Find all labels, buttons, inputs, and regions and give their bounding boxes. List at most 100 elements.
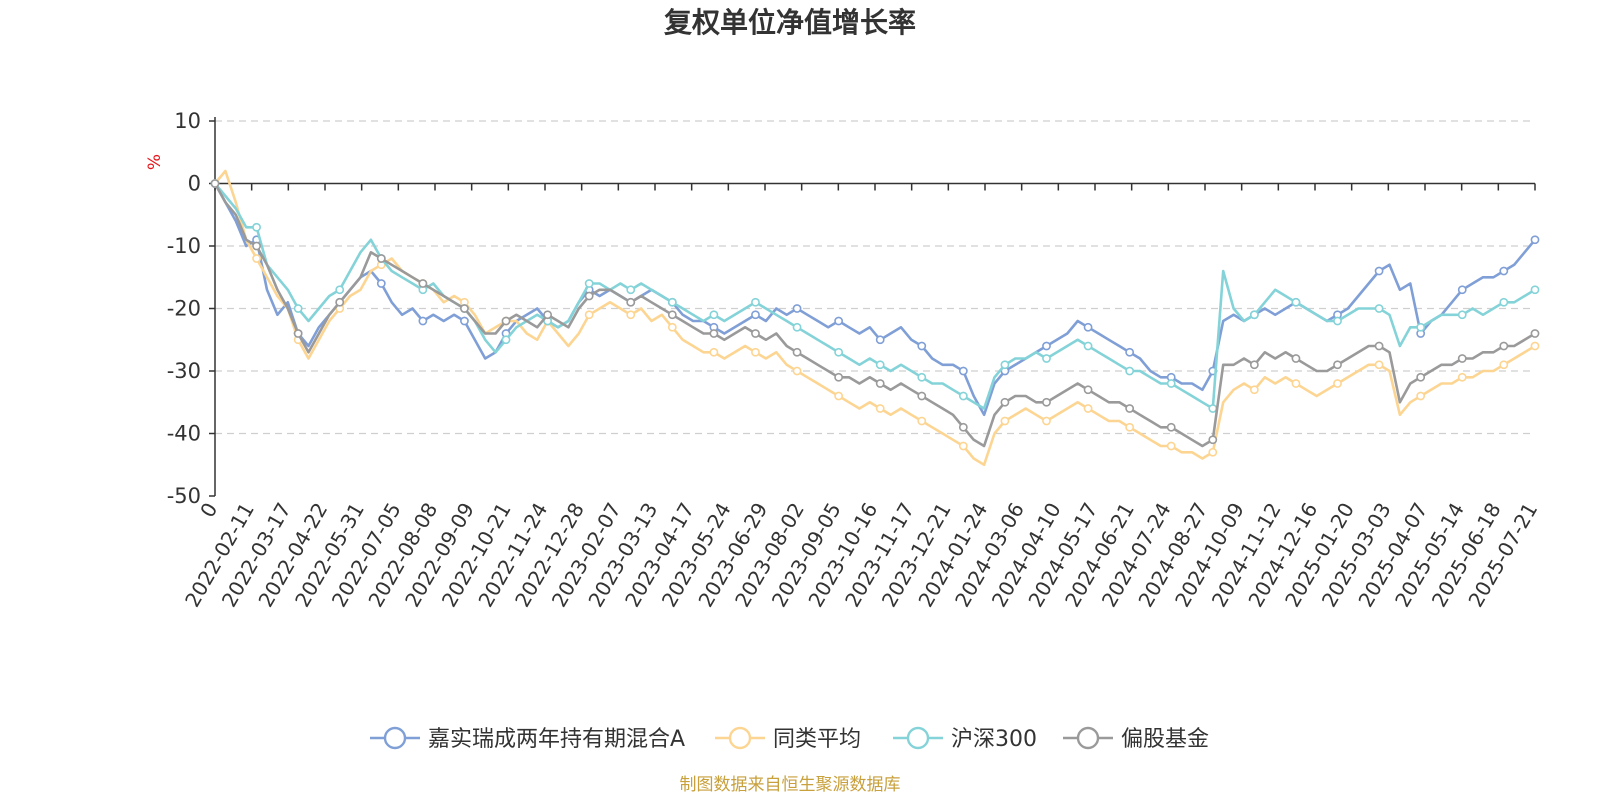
legend-marker-0	[383, 726, 407, 750]
series-point-3	[1291, 354, 1301, 363]
series-point-3	[1042, 397, 1051, 407]
series-point-3	[1208, 435, 1218, 445]
legend-label-1: 同类平均	[773, 727, 861, 752]
series-point-1	[709, 347, 719, 357]
series-point-1	[1083, 404, 1093, 413]
series-point-2	[958, 391, 968, 401]
series-point-2	[875, 360, 885, 370]
series-point-1	[792, 366, 802, 376]
series-point-1	[1457, 372, 1467, 382]
series-point-2	[335, 285, 345, 295]
series-line-3	[213, 182, 1537, 448]
series-point-0	[1499, 266, 1509, 276]
series-point-3	[1083, 385, 1093, 395]
series-point-3	[1333, 360, 1342, 370]
series-point-1	[1530, 341, 1540, 351]
y-tick-label: -30	[167, 359, 201, 383]
series-point-0	[1374, 266, 1384, 276]
legend-label-3: 偏股基金	[1121, 727, 1209, 752]
series-point-2	[1457, 310, 1467, 320]
series-point-1	[1333, 379, 1342, 388]
series-point-1	[1374, 360, 1384, 370]
legend-marker-3	[1076, 726, 1100, 750]
series-point-1	[626, 310, 636, 320]
series-point-3	[1499, 341, 1509, 351]
grid-lines	[215, 120, 1535, 435]
series-point-3	[1166, 422, 1176, 432]
y-axis-ticks: 10 0 -10 -20 -30 -40 -50	[167, 109, 216, 508]
series-point-2	[1083, 341, 1093, 351]
series-point-2	[584, 279, 594, 288]
series-point-2	[293, 304, 303, 313]
series-point-1	[1166, 441, 1176, 451]
series-point-2	[1125, 366, 1135, 376]
series-point-1	[1000, 416, 1010, 426]
y-tick-label: -40	[167, 422, 201, 446]
series-point-1	[667, 322, 677, 332]
series-point-1	[1208, 447, 1218, 457]
y-tick-label: 10	[174, 109, 201, 133]
series-point-3	[667, 310, 677, 320]
series-point-0	[460, 316, 469, 326]
series-point-3	[834, 372, 844, 382]
series-point-1	[1125, 422, 1135, 432]
series-point-2	[1166, 379, 1176, 388]
series-point-2	[1042, 354, 1051, 363]
series-point-0	[1042, 341, 1051, 351]
series-point-3	[252, 241, 261, 251]
series-point-2	[792, 322, 802, 332]
y-axis-unit: %	[145, 154, 165, 170]
x-axis: 02022-02-112022-03-172022-04-222022-05-3…	[180, 182, 1542, 611]
series-point-3	[210, 179, 220, 188]
series-point-3	[1374, 341, 1384, 351]
series-point-2	[252, 222, 261, 232]
series-point-1	[834, 391, 844, 401]
series-point-3	[626, 297, 636, 307]
series-point-1	[252, 254, 261, 263]
series-point-2	[1499, 297, 1509, 307]
chart-title: 复权单位净值增长率	[664, 6, 916, 39]
series-point-0	[1457, 285, 1467, 295]
series-point-3	[1125, 404, 1135, 413]
series-point-2	[1291, 297, 1301, 307]
series-point-3	[335, 297, 345, 307]
series-point-3	[584, 291, 594, 301]
series-point-1	[1042, 416, 1051, 426]
series-point-3	[460, 304, 469, 313]
series-lines	[210, 169, 1540, 467]
series-point-0	[418, 316, 428, 326]
series-point-3	[418, 279, 428, 288]
series-point-3	[1249, 360, 1259, 370]
series-point-2	[1374, 304, 1384, 313]
series-point-2	[834, 347, 844, 357]
y-tick-label: -50	[167, 484, 201, 508]
series-point-2	[626, 285, 636, 295]
series-point-3	[792, 347, 802, 357]
series-point-1	[917, 416, 927, 426]
series-point-2	[667, 297, 677, 307]
series-point-3	[875, 379, 885, 388]
series-point-3	[1000, 397, 1010, 407]
series-point-1	[751, 347, 760, 357]
series-point-2	[1416, 322, 1426, 332]
legend-label-2: 沪深300	[951, 727, 1037, 752]
y-tick-label: -10	[167, 234, 201, 258]
series-point-2	[917, 372, 927, 382]
series-point-0	[1530, 235, 1540, 245]
y-tick-label: 0	[188, 172, 201, 196]
series-point-3	[543, 310, 552, 320]
series-point-3	[376, 254, 386, 263]
series-point-2	[1333, 316, 1342, 326]
series-point-3	[1530, 329, 1540, 338]
legend: 嘉实瑞成两年持有期混合A 同类平均 沪深300 偏股基金	[370, 726, 1209, 752]
legend-label-0: 嘉实瑞成两年持有期混合A	[428, 727, 685, 752]
series-point-0	[376, 279, 386, 288]
series-point-2	[1208, 404, 1218, 413]
series-point-3	[709, 329, 719, 338]
series-point-0	[1125, 347, 1135, 357]
series-point-1	[1416, 391, 1426, 401]
series-point-3	[501, 316, 511, 326]
series-point-0	[751, 310, 760, 320]
series-point-0	[958, 366, 968, 376]
series-point-1	[875, 404, 885, 413]
